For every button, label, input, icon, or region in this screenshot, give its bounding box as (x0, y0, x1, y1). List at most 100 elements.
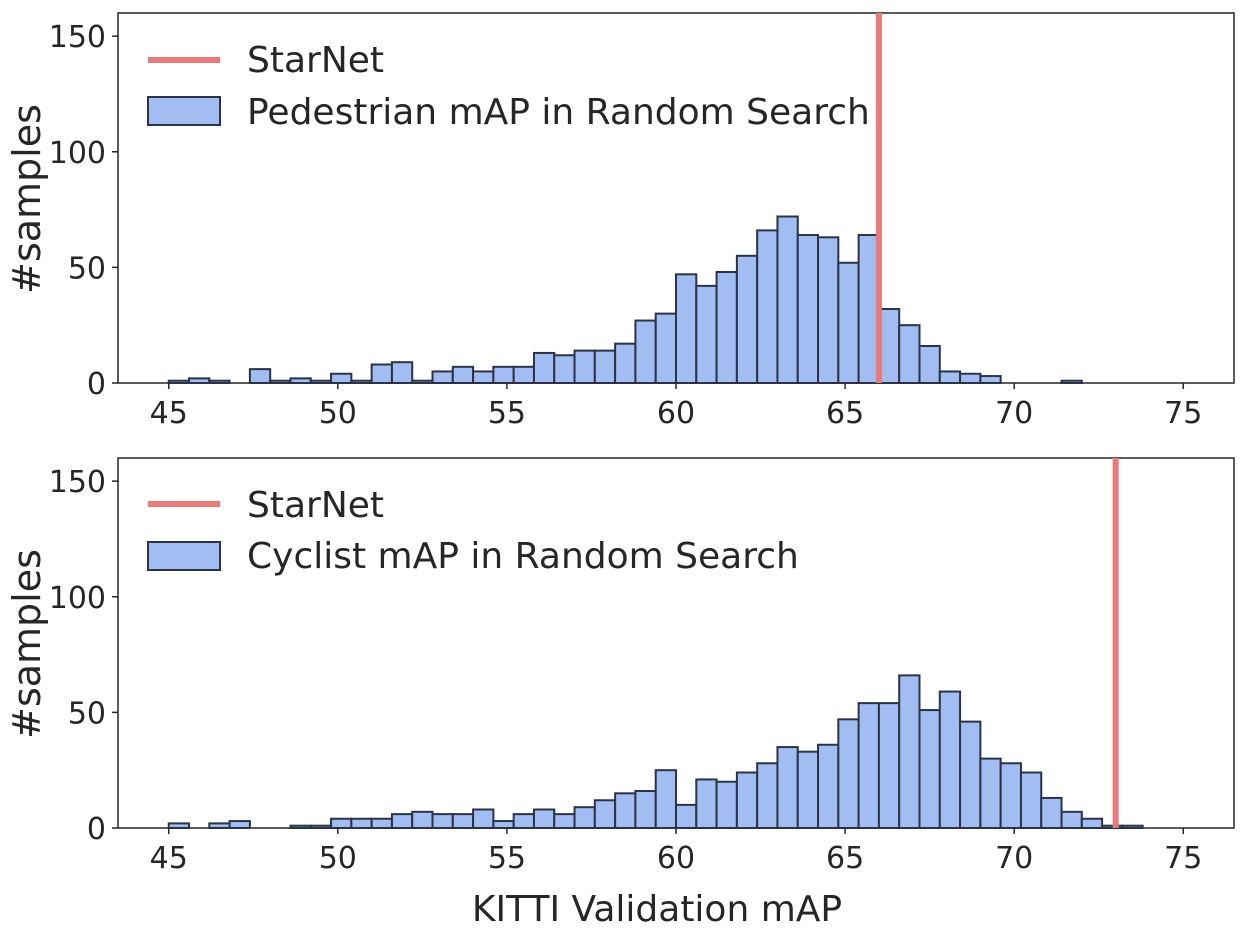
x-tick-label: 75 (1164, 841, 1202, 876)
histogram-bar (472, 808, 495, 829)
histogram-bar (1060, 810, 1083, 829)
legend-swatch-histogram (147, 541, 221, 571)
histogram-bar (817, 743, 840, 829)
histogram-bar (979, 375, 1002, 384)
x-tick-label: 55 (488, 396, 526, 431)
histogram-bar (472, 370, 495, 384)
histogram-bar (999, 762, 1022, 829)
y-axis-ticks: 0 50 100 150 (49, 20, 118, 402)
histogram-bar (431, 370, 454, 384)
histogram-bar (634, 790, 657, 829)
chart-cyclist: 45 50 55 60 65 70 75 0 50 100 150 #samples StarNe… (5, 457, 1235, 930)
histogram-bar (330, 817, 353, 829)
histogram-bar (654, 769, 678, 829)
x-tick-label: 60 (657, 396, 695, 431)
histogram-bar (817, 236, 840, 384)
histogram-bar (776, 746, 799, 829)
histogram-bar (756, 762, 779, 829)
histogram-bar (898, 674, 921, 829)
histogram-bar (573, 806, 596, 829)
y-tick-label: 50 (68, 251, 106, 286)
x-tick-label: 50 (319, 841, 357, 876)
histogram-bar (1019, 771, 1043, 829)
histogram-bar (1080, 817, 1104, 829)
histogram-bar (390, 813, 414, 829)
histogram-bar (269, 379, 292, 384)
histogram-bar (634, 319, 657, 384)
y-tick-label: 150 (49, 20, 106, 55)
histogram-bar (390, 361, 414, 384)
histogram-bar (309, 379, 333, 384)
x-tick-label: 55 (488, 841, 526, 876)
histogram-bar (411, 810, 434, 829)
histogram-bar (492, 365, 515, 384)
histogram-bar (796, 750, 820, 829)
histogram-bar (532, 351, 556, 384)
y-tick-label: 150 (49, 465, 106, 500)
histogram-bar (938, 370, 962, 384)
histogram-bar (877, 702, 901, 829)
histogram-bar (959, 720, 982, 829)
histogram-bar (289, 377, 312, 384)
histogram-bar (492, 820, 515, 829)
y-axis-ticks: 0 50 100 150 (49, 465, 118, 847)
histogram-bar (593, 799, 617, 829)
histogram-bar (370, 363, 393, 384)
histogram-bar (451, 813, 475, 829)
histogram-bar (593, 349, 617, 384)
histogram-bar (898, 324, 921, 384)
chart-pedestrian: 45 50 55 60 65 70 75 0 50 100 150 #samples StarNe… (5, 12, 1235, 431)
histogram-bar (167, 822, 191, 829)
histogram-bar (837, 718, 860, 829)
histogram-bar (715, 271, 738, 384)
legend-label-histogram: Cyclist mAP in Random Search (247, 536, 799, 577)
y-axis-label: #samples (5, 549, 49, 739)
histogram-bar (959, 372, 982, 384)
histogram-bar (938, 690, 962, 829)
y-tick-label: 100 (49, 136, 106, 171)
legend: StarNet Cyclist mAP in Random Search (147, 485, 799, 577)
histogram-bar (1060, 379, 1083, 384)
histogram-bar (695, 778, 718, 829)
histogram-bar (451, 365, 475, 384)
x-tick-label: 60 (657, 841, 695, 876)
histogram-bar (553, 354, 576, 384)
histogram-bar (877, 308, 901, 384)
y-tick-label: 100 (49, 581, 106, 616)
histogram-bar (796, 234, 820, 384)
histogram-bar (1101, 824, 1124, 829)
histogram-bar (614, 342, 637, 384)
histogram-bar (573, 349, 596, 384)
histogram-bar (208, 379, 231, 384)
histogram-bar (350, 817, 373, 829)
histogram-bar (431, 813, 454, 829)
histogram-bar (918, 709, 941, 829)
histogram-bar (1121, 824, 1144, 829)
x-axis-label: KITTI Validation mAP (472, 889, 842, 930)
histogram-bar (654, 312, 678, 384)
histogram-bar (857, 702, 880, 829)
histogram-bar (512, 813, 535, 829)
histogram-bar (370, 817, 393, 829)
histogram-bar (188, 377, 211, 384)
histogram-bars (167, 674, 1144, 829)
x-tick-label: 75 (1164, 396, 1202, 431)
histogram-bars (167, 215, 1083, 384)
histogram-bar (228, 820, 251, 829)
histogram-bar (715, 780, 738, 829)
x-tick-label: 65 (826, 841, 864, 876)
x-tick-label: 50 (319, 396, 357, 431)
x-tick-label: 70 (995, 841, 1033, 876)
histogram-bar (553, 813, 576, 829)
legend-label-histogram: Pedestrian mAP in Random Search (247, 92, 870, 133)
histogram-bar (918, 345, 941, 384)
histogram-bar (857, 234, 880, 384)
legend-label-starnet: StarNet (247, 40, 384, 81)
y-tick-label: 0 (87, 367, 106, 402)
x-tick-label: 65 (826, 396, 864, 431)
histogram-bar (756, 229, 779, 384)
legend-swatch-histogram (147, 96, 221, 126)
histogram-bar (248, 368, 272, 384)
